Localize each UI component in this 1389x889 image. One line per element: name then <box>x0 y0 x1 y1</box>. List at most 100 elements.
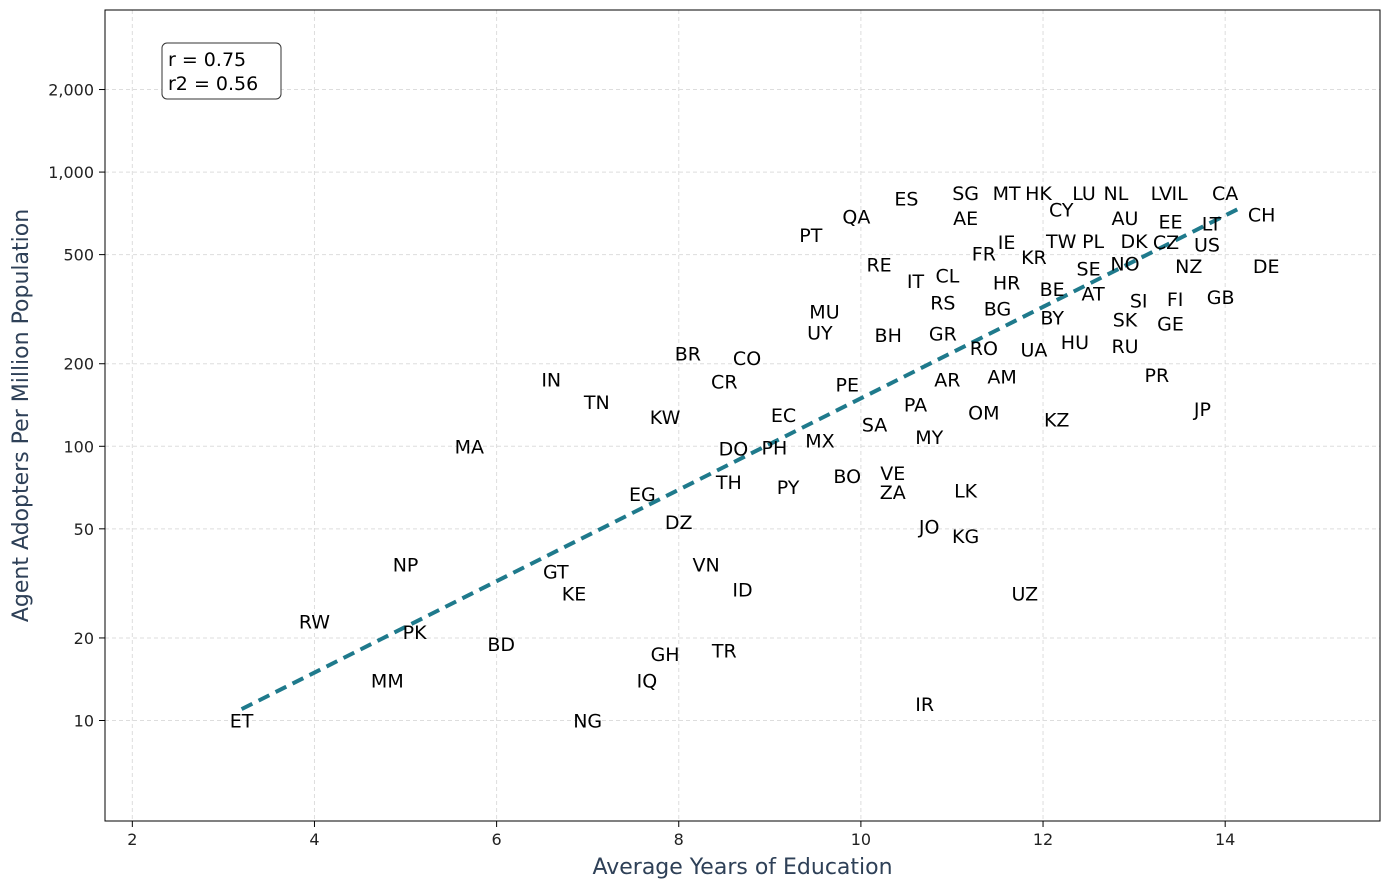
x-tick-label: 10 <box>851 830 871 849</box>
point-label-kz: KZ <box>1044 410 1069 432</box>
point-label-ve: VE <box>880 463 905 485</box>
point-label-uy: UY <box>807 322 833 344</box>
y-tick-label: 200 <box>63 355 94 374</box>
trendline <box>240 204 1245 711</box>
point-label-ee: EE <box>1159 212 1183 234</box>
point-label-lk: LK <box>954 480 978 502</box>
y-tick-label: 100 <box>63 437 94 456</box>
point-label-mx: MX <box>805 430 834 452</box>
point-label-tr: TR <box>711 640 737 662</box>
point-label-np: NP <box>393 555 419 577</box>
y-tick-label: 500 <box>63 246 94 265</box>
point-label-ph: PH <box>762 437 788 459</box>
point-label-py: PY <box>777 477 800 499</box>
point-label-br: BR <box>675 343 701 365</box>
x-axis-ticks: 2 4 6 8 10 12 14 <box>127 821 1235 849</box>
point-label-cz: CZ <box>1153 232 1179 254</box>
correlation-stats-box: r = 0.75 r2 = 0.56 <box>161 42 282 100</box>
point-label-ec: EC <box>771 405 796 427</box>
point-label-fi: FI <box>1167 289 1184 311</box>
point-label-et: ET <box>230 710 254 732</box>
stats-box-frame <box>161 42 282 100</box>
point-label-am: AM <box>987 366 1016 388</box>
point-label-hu: HU <box>1061 332 1089 354</box>
plot-frame <box>104 9 1381 822</box>
point-label-dz: DZ <box>665 512 693 534</box>
x-tick-label: 6 <box>492 830 502 849</box>
point-label-sk: SK <box>1113 309 1138 331</box>
x-axis-label: Average Years of Education <box>592 855 892 880</box>
point-label-bo: BO <box>833 466 861 488</box>
point-label-ke: KE <box>562 584 586 606</box>
point-label-mu: MU <box>809 302 839 324</box>
stat-r-value: r = 0.75 <box>168 49 246 71</box>
stat-r2-value: r2 = 0.56 <box>168 73 258 95</box>
point-label-il: IL <box>1172 183 1189 205</box>
y-tick-label: 2,000 <box>48 81 94 100</box>
point-label-it: IT <box>907 271 925 293</box>
point-label-om: OM <box>968 402 999 424</box>
point-label-ie: IE <box>998 232 1016 254</box>
point-label-bg: BG <box>984 299 1011 321</box>
point-label-ar: AR <box>934 370 960 392</box>
point-label-au: AU <box>1112 208 1139 230</box>
point-label-pk: PK <box>403 622 427 644</box>
point-label-re: RE <box>866 255 891 277</box>
point-label-nz: NZ <box>1175 256 1202 278</box>
point-label-mm: MM <box>371 670 404 692</box>
point-label-hk: HK <box>1025 183 1052 205</box>
point-label-sg: SG <box>952 183 979 205</box>
point-label-pa: PA <box>904 395 927 417</box>
point-label-ae: AE <box>953 208 978 230</box>
point-label-fr: FR <box>972 243 996 265</box>
point-label-gr: GR <box>929 323 957 345</box>
point-label-gt: GT <box>543 561 569 583</box>
point-label-de: DE <box>1253 256 1280 278</box>
point-label-kr: KR <box>1021 247 1047 269</box>
y-tick-label: 50 <box>74 520 94 539</box>
y-axis-label: Agent Adopters Per Million Population <box>9 209 34 622</box>
point-label-in: IN <box>541 370 561 392</box>
point-label-kw: KW <box>650 407 681 429</box>
point-label-mt: MT <box>993 183 1021 205</box>
point-label-cy: CY <box>1049 200 1074 222</box>
point-label-ch: CH <box>1248 205 1276 227</box>
y-axis-ticks: 10 20 50 100 200 500 1,000 2,000 <box>48 81 105 730</box>
point-label-gh: GH <box>651 644 680 666</box>
y-tick-label: 10 <box>74 711 94 730</box>
point-label-si: SI <box>1130 291 1148 313</box>
point-label-co: CO <box>733 348 761 370</box>
x-tick-label: 8 <box>674 830 684 849</box>
point-label-qa: QA <box>842 206 870 228</box>
point-label-eg: EG <box>629 484 656 506</box>
point-label-za: ZA <box>880 482 906 504</box>
point-label-uz: UZ <box>1012 584 1039 606</box>
point-label-ng: NG <box>573 710 602 732</box>
point-label-kg: KG <box>952 526 979 548</box>
point-label-at: AT <box>1082 284 1106 306</box>
x-tick-label: 2 <box>127 830 137 849</box>
point-label-bh: BH <box>875 325 902 347</box>
point-label-rs: RS <box>930 292 955 314</box>
point-label-no: NO <box>1110 253 1139 275</box>
point-label-my: MY <box>915 427 943 449</box>
point-label-do: DO <box>719 439 749 461</box>
point-label-ca: CA <box>1212 183 1238 205</box>
point-label-ua: UA <box>1020 340 1047 362</box>
point-label-lu: LU <box>1072 183 1096 205</box>
point-label-lt: LT <box>1202 213 1222 235</box>
point-label-iq: IQ <box>637 670 658 692</box>
point-label-ma: MA <box>455 436 484 458</box>
point-label-vn: VN <box>692 555 719 577</box>
point-label-hr: HR <box>993 273 1021 295</box>
point-label-lv: LV <box>1151 183 1173 205</box>
y-tick-label: 1,000 <box>48 163 94 182</box>
point-label-gb: GB <box>1207 287 1235 309</box>
point-label-cr: CR <box>711 372 737 394</box>
grid-lines <box>105 10 1380 821</box>
point-label-pl: PL <box>1082 231 1104 253</box>
point-label-tn: TN <box>583 392 610 414</box>
